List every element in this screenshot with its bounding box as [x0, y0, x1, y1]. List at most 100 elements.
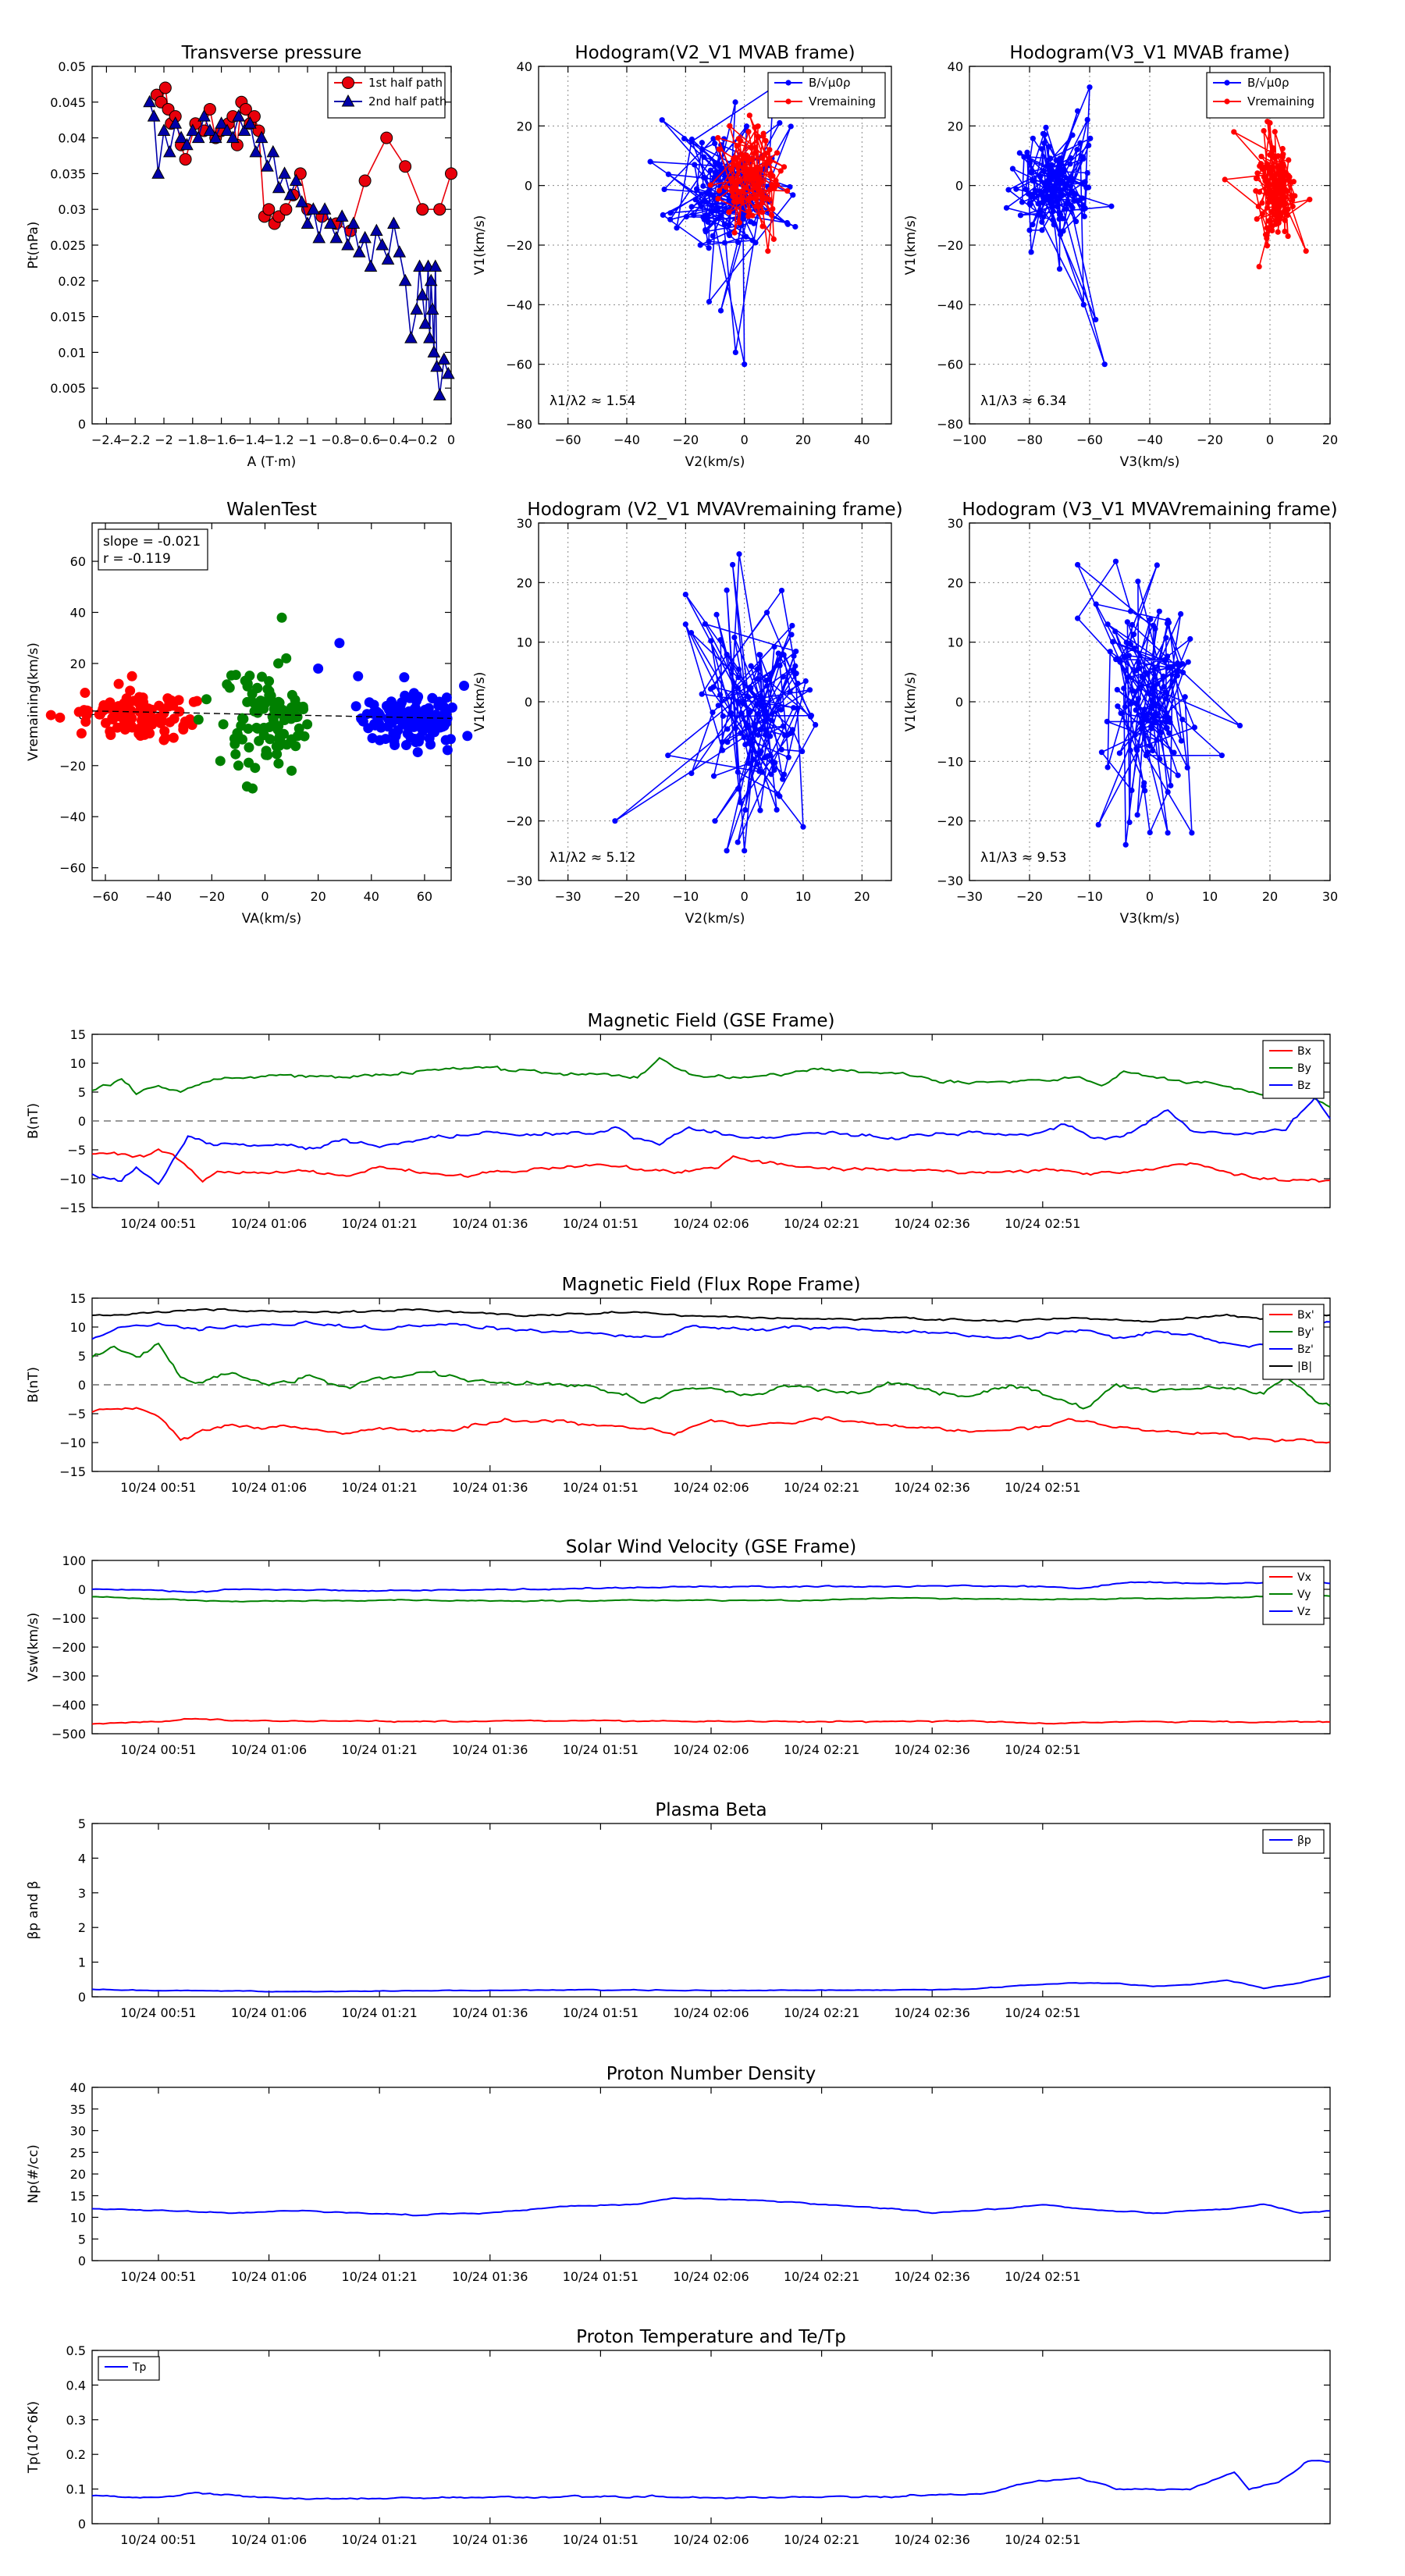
- data-point: [1129, 787, 1135, 794]
- data-point: [1127, 747, 1133, 753]
- data-point: [770, 236, 777, 242]
- data-point: [1289, 203, 1296, 209]
- data-point: [158, 735, 169, 745]
- data-point: [432, 388, 446, 400]
- data-point: [1280, 151, 1286, 158]
- data-point: [1081, 213, 1087, 219]
- data-point: [1157, 756, 1163, 763]
- data-point: [301, 216, 315, 229]
- data-point: [1127, 608, 1134, 614]
- data-point: [789, 622, 795, 629]
- data-point: [700, 183, 706, 189]
- y-tick-label: 0.01: [58, 345, 86, 360]
- x-tick-label: −20: [198, 889, 225, 904]
- plot-frame: [91, 1034, 1331, 1208]
- data-point: [1189, 830, 1195, 836]
- data-point: [159, 726, 170, 737]
- data-point: [766, 156, 772, 163]
- data-point: [731, 229, 738, 236]
- data-point: [736, 177, 742, 183]
- legend-label: 2nd half path: [368, 94, 446, 109]
- data-point: [710, 208, 716, 214]
- y-tick-label: 10: [70, 1320, 86, 1335]
- data-point: [1069, 132, 1076, 138]
- y-tick-label: 5: [78, 1085, 86, 1100]
- data-point: [222, 679, 233, 690]
- x-tick-label: 10/24 02:51: [1005, 2005, 1080, 2020]
- data-point: [1185, 659, 1191, 665]
- legend-box: [1262, 1304, 1325, 1380]
- data-point: [774, 182, 781, 188]
- data-point: [771, 767, 777, 774]
- data-point: [380, 131, 393, 144]
- data-point: [1261, 128, 1267, 134]
- data-point: [781, 652, 787, 658]
- data-point: [278, 166, 291, 179]
- legend-label: Vx: [1297, 1571, 1311, 1584]
- data-point: [1023, 186, 1029, 193]
- data-point: [1053, 157, 1059, 163]
- y-tick-label: 30: [948, 516, 963, 531]
- data-point: [1165, 788, 1171, 795]
- data-point: [706, 238, 712, 244]
- data-point: [768, 717, 774, 724]
- data-point: [1063, 205, 1069, 212]
- data-point: [736, 219, 742, 226]
- data-point: [740, 700, 746, 707]
- data-point: [1254, 215, 1260, 222]
- x-tick-label: −10: [1076, 889, 1103, 904]
- chart-title: Solar Wind Velocity (GSE Frame): [566, 1537, 856, 1557]
- data-point: [778, 746, 784, 753]
- data-point: [1062, 185, 1068, 191]
- x-tick-label: −60: [1076, 432, 1103, 447]
- data-point: [1061, 166, 1067, 173]
- data-point: [1191, 724, 1198, 731]
- data-point: [746, 112, 752, 119]
- x-tick-label: 10/24 02:36: [895, 1216, 970, 1231]
- data-point: [1035, 201, 1041, 207]
- x-tick-label: 10/24 02:36: [895, 2532, 970, 2547]
- data-point: [462, 731, 473, 742]
- y-tick-label: −300: [52, 1669, 86, 1684]
- data-point: [752, 148, 759, 155]
- data-point: [1048, 155, 1054, 162]
- data-point: [758, 748, 764, 754]
- data-point: [1037, 173, 1044, 180]
- data-point: [80, 688, 91, 699]
- data-point: [144, 728, 155, 738]
- data-point: [350, 701, 361, 712]
- data-point: [727, 123, 733, 129]
- data-point: [1075, 615, 1081, 621]
- x-tick-label: 10/24 02:36: [895, 1480, 970, 1495]
- data-point: [791, 705, 797, 711]
- legend-label: B/√μ0ρ: [1247, 76, 1289, 90]
- data-point: [1104, 764, 1111, 770]
- data-point: [157, 123, 171, 136]
- data-point: [335, 209, 349, 222]
- data-point: [1286, 157, 1292, 163]
- data-point: [1167, 719, 1173, 725]
- y-axis-label: Vremaining(km/s): [26, 642, 41, 761]
- x-tick-label: 60: [417, 889, 432, 904]
- data-point: [434, 696, 445, 707]
- data-point: [186, 123, 200, 136]
- y-tick-label: 3: [78, 1886, 86, 1901]
- data-point: [751, 181, 758, 188]
- x-axis-label: V3(km/s): [1120, 911, 1180, 927]
- data-point: [197, 109, 211, 122]
- data-point: [741, 734, 747, 741]
- data-point: [1025, 190, 1032, 197]
- data-point: [759, 209, 766, 215]
- data-point: [1165, 664, 1171, 671]
- legend-label: B/√μ0ρ: [809, 76, 851, 90]
- data-point: [735, 839, 741, 845]
- data-point: [384, 714, 395, 725]
- data-point: [105, 730, 116, 741]
- data-point: [201, 694, 212, 705]
- x-tick-label: 20: [1262, 889, 1278, 904]
- data-point: [1175, 660, 1181, 667]
- y-tick-label: 0.3: [66, 2413, 86, 2428]
- x-axis-label: V3(km/s): [1120, 454, 1180, 470]
- data-point: [688, 138, 695, 144]
- y-tick-label: −400: [52, 1698, 86, 1713]
